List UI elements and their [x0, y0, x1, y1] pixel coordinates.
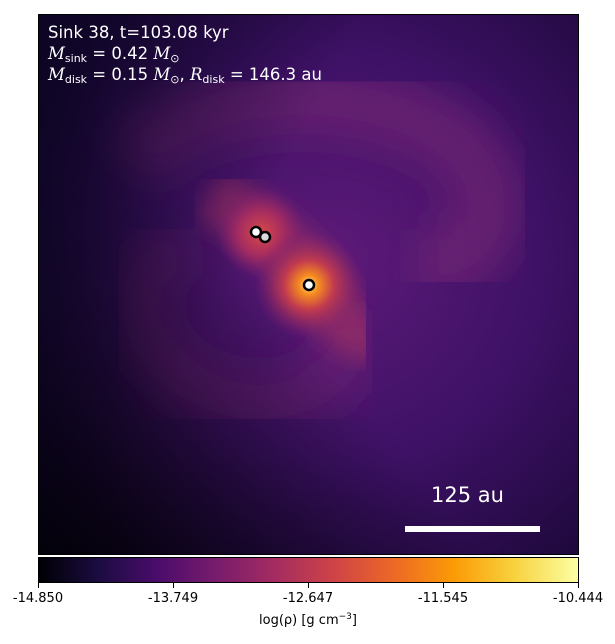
colorbar-tick-label: -14.850	[12, 591, 64, 606]
mdisk-unit-sub: ⊙	[170, 73, 180, 86]
colorbar-tick-label: -13.749	[147, 591, 199, 606]
sink-mass: Msink = 0.42 M⊙	[48, 43, 179, 64]
colorbar-label: log(ρ) [g cm−3]	[259, 612, 357, 629]
disk-props: Mdisk = 0.15 M⊙, Rdisk = 146.3 au	[48, 65, 322, 86]
colorbar-tick-label: -10.444	[552, 591, 604, 606]
mdisk-value: = 0.15	[92, 65, 149, 84]
colorbar-label-close: ]	[351, 613, 357, 628]
density-image	[39, 15, 578, 554]
msink-sub: sink	[64, 52, 88, 65]
density-map: Sink 38, t=103.08 kyr Msink = 0.42 M⊙ Md…	[38, 14, 579, 555]
rdisk-sub: disk	[202, 73, 225, 86]
sink-marker	[249, 225, 263, 239]
mdisk-unit: M	[153, 65, 171, 84]
rdisk-value: = 146.3 au	[229, 65, 322, 84]
msink-symbol: M	[48, 44, 65, 63]
colorbar-tick	[38, 583, 39, 588]
sink-title-text: Sink 38, t=103.08 kyr	[48, 23, 229, 42]
sink-marker	[302, 278, 316, 292]
colorbar-label-main: log(ρ) [g cm	[259, 613, 339, 628]
scale-bar-label: 125 au	[431, 483, 504, 507]
msink-unit-sub: ⊙	[170, 52, 180, 65]
sink-title: Sink 38, t=103.08 kyr	[48, 22, 229, 43]
mdisk-sub: disk	[64, 73, 88, 86]
colorbar-tick	[443, 583, 444, 588]
colorbar-tick	[173, 583, 174, 588]
scale-bar	[405, 526, 540, 532]
colorbar-tick-label: -11.545	[417, 591, 469, 606]
msink-unit: M	[153, 44, 171, 63]
sink-marker	[258, 230, 272, 244]
mdisk-symbol: M	[48, 65, 65, 84]
msink-value: = 0.42	[92, 44, 149, 63]
colorbar-tick-label: -12.647	[282, 591, 334, 606]
rdisk-symbol: R	[189, 65, 203, 84]
colorbar-tick	[578, 583, 579, 588]
colorbar	[38, 557, 579, 583]
colorbar-tick	[308, 583, 309, 588]
colorbar-label-exp: −3	[338, 612, 352, 622]
